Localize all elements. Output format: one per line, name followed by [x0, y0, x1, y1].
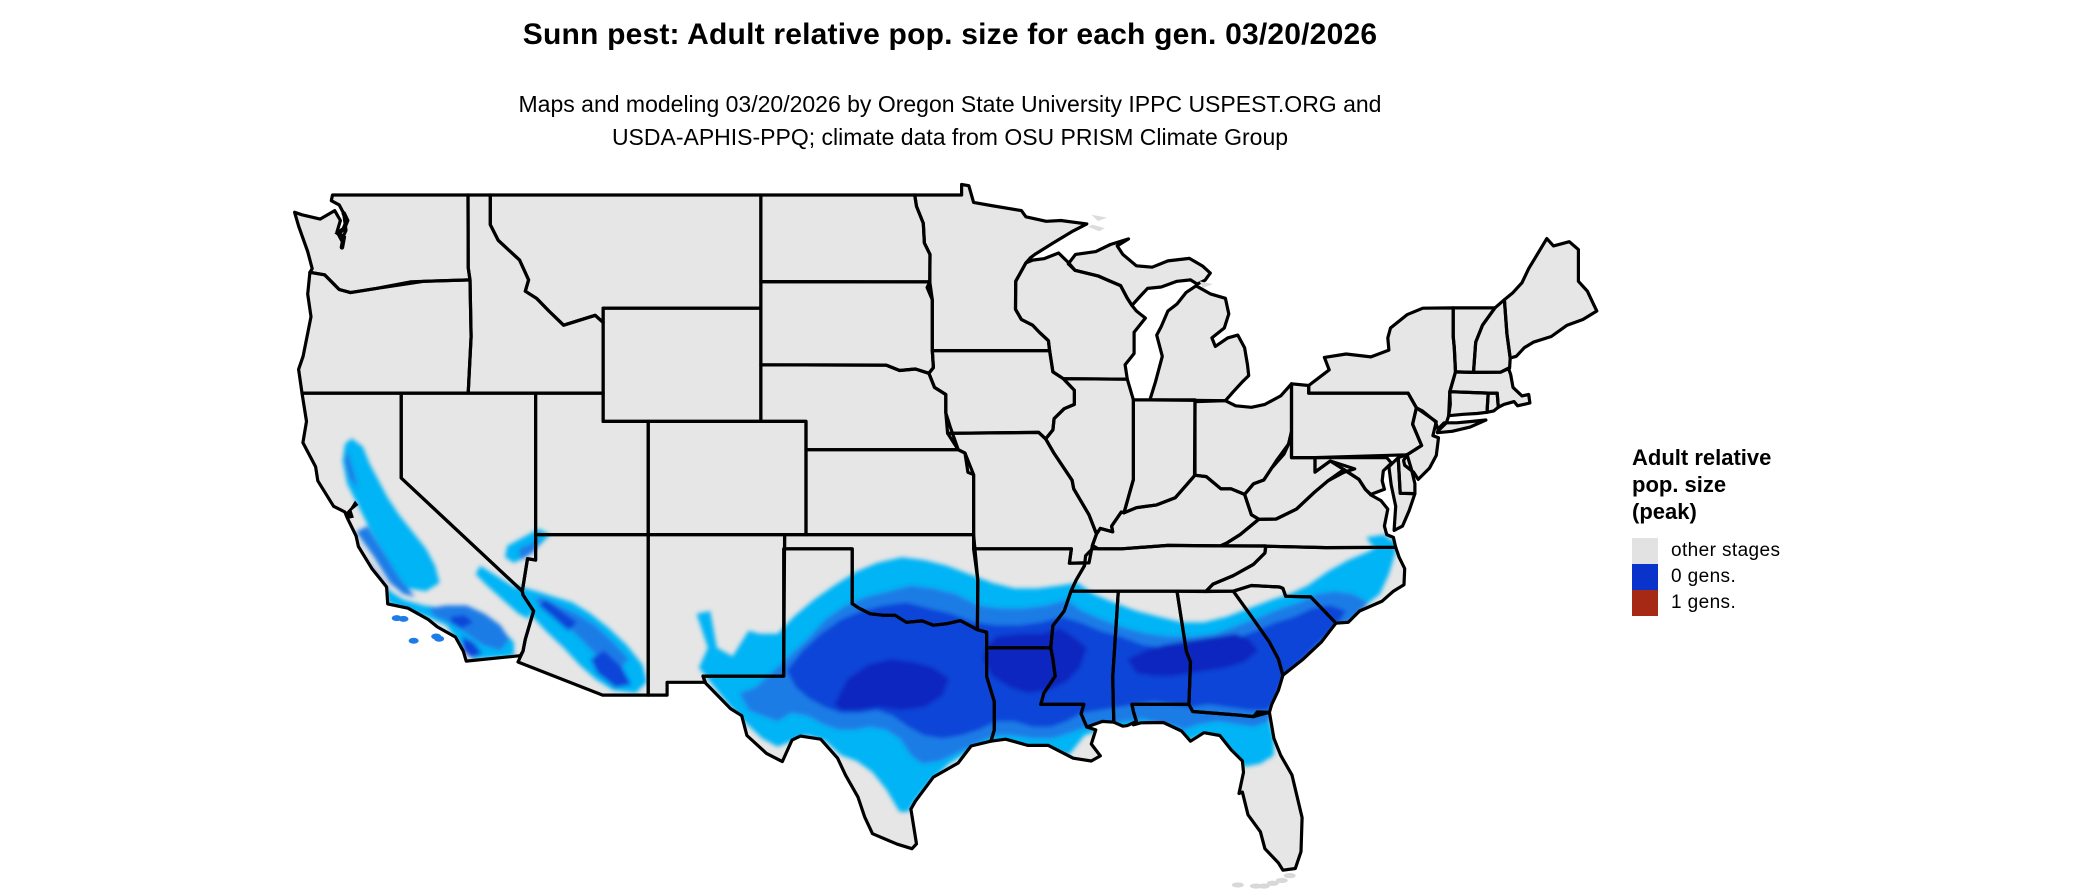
state-sd — [760, 281, 934, 374]
state-co — [648, 421, 806, 535]
state-miu — [1068, 238, 1211, 306]
state-border-miu — [1066, 237, 1212, 307]
state-mo — [947, 432, 1097, 564]
state-oh — [1194, 383, 1292, 495]
channel-island — [408, 637, 419, 644]
state-wi — [1015, 253, 1146, 380]
state-il — [1045, 378, 1134, 534]
map-details-layer — [334, 211, 1296, 889]
map-borders-layer — [293, 182, 1599, 872]
channel-island — [434, 635, 445, 642]
neighbor-land-fragment — [1091, 214, 1108, 221]
page-title: Sunn pest: Adult relative pop. size for … — [522, 18, 1378, 51]
state-pa — [1291, 383, 1422, 458]
map-heat-layer — [342, 438, 1396, 812]
legend-items: other stages 0 gens. 1 gens. — [1632, 538, 1892, 616]
state-wv — [1244, 431, 1355, 520]
heat-region-level-2 — [538, 599, 578, 631]
state-border-mil — [1148, 284, 1251, 403]
state-border-li — [1435, 418, 1488, 435]
state-ut — [535, 393, 649, 535]
map-subtitle-line1: Maps and modeling 03/20/2026 by Oregon S… — [518, 91, 1382, 117]
state-mil — [1149, 285, 1249, 401]
florida-keys-island — [1283, 873, 1296, 879]
state-border-nj — [1402, 406, 1441, 481]
heat-region-level-2 — [590, 650, 632, 688]
heat-region-level-1 — [428, 605, 510, 651]
state-ri — [1487, 393, 1499, 413]
neighbor-land-fragment — [1199, 281, 1213, 288]
heat-region-level-0 — [475, 565, 530, 620]
heat-region-level-1 — [356, 526, 415, 597]
state-border-fl — [1130, 702, 1304, 872]
florida-keys-island — [1275, 877, 1288, 884]
state-md — [1315, 457, 1392, 495]
state-border-tx — [701, 547, 996, 851]
state-nv — [401, 393, 536, 592]
state-mt — [490, 195, 761, 326]
state-nd — [760, 195, 930, 282]
heat-region-level-0 — [342, 438, 440, 592]
state-mn — [914, 184, 1087, 351]
state-nh — [1473, 299, 1511, 373]
channel-island — [391, 615, 402, 622]
florida-keys-island — [1231, 882, 1244, 888]
state-ct — [1448, 391, 1489, 416]
puget-sound-detail — [334, 211, 350, 250]
state-border-me — [1502, 237, 1599, 360]
state-wy — [603, 308, 761, 422]
state-de — [1398, 454, 1415, 494]
legend-label: 1 gens. — [1671, 592, 1737, 613]
neighbor-land-fragment — [1087, 224, 1105, 232]
legend-label: 0 gens. — [1671, 566, 1737, 587]
state-in — [1124, 399, 1195, 513]
state-ia — [928, 350, 1075, 439]
state-tn — [1071, 545, 1266, 592]
state-ks — [806, 449, 974, 535]
legend-item-other-stages: other stages — [1632, 538, 1892, 564]
heat-region-level-3 — [983, 628, 1087, 694]
legend-swatch-0-gens — [1632, 564, 1658, 590]
state-ny — [1308, 307, 1456, 431]
legend-item-0-gens: 0 gens. — [1632, 564, 1892, 590]
map-subtitle-line2: USDA-APHIS-PPQ; climate data from OSU PR… — [611, 124, 1289, 150]
heat-region-level-3 — [834, 659, 950, 711]
legend-swatch-other-stages — [1632, 538, 1658, 564]
state-or — [298, 272, 472, 394]
map-subtitle: Maps and modeling 03/20/2026 by Oregon S… — [0, 88, 1900, 154]
state-me — [1504, 238, 1597, 358]
state-border-nc — [1204, 544, 1407, 625]
heat-region-level-1 — [344, 449, 359, 490]
sf-bay-detail — [344, 500, 359, 519]
state-ky — [1092, 475, 1259, 549]
florida-keys-island — [1266, 880, 1279, 886]
florida-keys-island — [1249, 883, 1262, 889]
legend-item-1-gens: 1 gens. — [1632, 590, 1892, 616]
state-va — [1220, 469, 1396, 548]
legend-swatch-1-gens — [1632, 590, 1658, 616]
state-vt — [1453, 307, 1495, 373]
heat-region-level-0 — [1366, 534, 1395, 548]
state-ne — [760, 364, 959, 450]
heat-region-level-3 — [1127, 633, 1259, 677]
legend-label: other stages — [1671, 540, 1781, 561]
legend-title: Adult relative pop. size (peak) — [1632, 445, 1772, 524]
heat-region-level-2 — [450, 615, 474, 628]
legend: Adult relative pop. size (peak) other st… — [1632, 444, 1892, 616]
heat-region-level-2 — [462, 636, 483, 658]
